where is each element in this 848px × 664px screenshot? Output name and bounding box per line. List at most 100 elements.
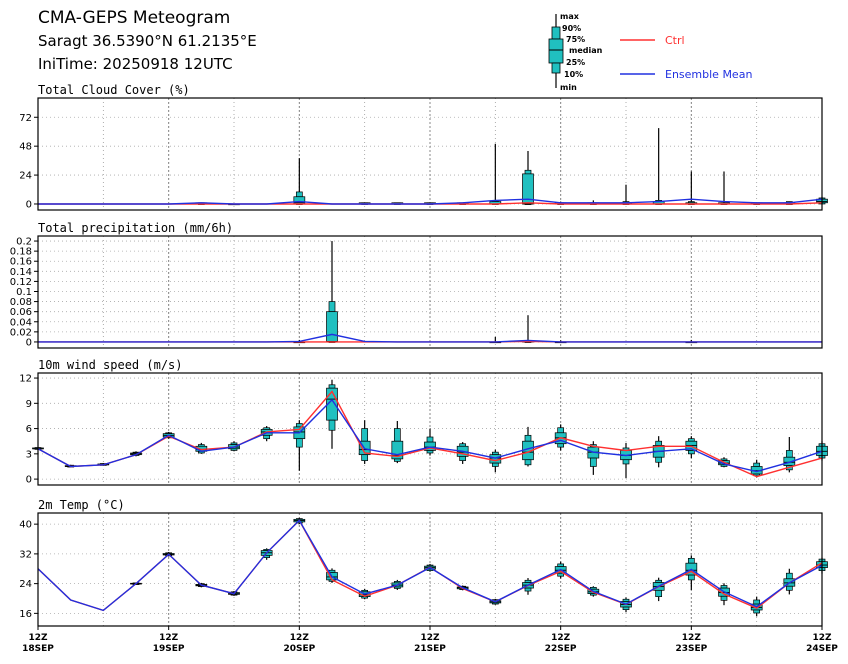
x-tick-hour: 12Z (551, 633, 571, 643)
legend-ctrl-label: Ctrl (665, 34, 685, 47)
x-tick-date: 18SEP (22, 644, 54, 654)
box-upper-tail (785, 572, 793, 580)
box-lower-tail (230, 448, 238, 451)
box-t15 (522, 315, 534, 343)
legend: max 90% 75% median 25% 10% min Ctrl Ense… (548, 12, 752, 92)
box-lower-tail (622, 606, 630, 610)
y-tick-label: 48 (19, 142, 32, 153)
box-upper-tail (328, 384, 336, 389)
box-upper-tail (524, 434, 532, 442)
box-upper-tail (393, 428, 401, 442)
x-tick-date: 24SEP (806, 644, 838, 654)
legend-label-p75: 75% (566, 35, 585, 44)
y-tick-label: 3 (26, 449, 32, 460)
y-tick-label: 0.14 (10, 267, 32, 278)
box-upper-tail (655, 440, 663, 446)
box-upper-tail (720, 585, 728, 589)
x-tick-date: 19SEP (153, 644, 185, 654)
panel-frame (37, 372, 823, 486)
box-lower-tail (753, 609, 761, 614)
panel-title: 10m wind speed (m/s) (38, 358, 183, 372)
box-t8 (293, 158, 306, 205)
panel-3: 2m Temp (°C) 16 24 32 40 (19, 498, 828, 627)
box-upper-tail (557, 563, 565, 567)
ensemble-mean-line (37, 398, 823, 473)
panel-title: Total Cloud Cover (%) (38, 83, 190, 97)
box-t14 (489, 143, 502, 205)
box-t9 (326, 379, 338, 449)
x-tick-date: 23SEP (675, 644, 707, 654)
box-lower-tail (622, 459, 630, 465)
y-tick-label: 24 (19, 171, 32, 182)
panel-title: Total precipitation (mm/6h) (38, 221, 233, 235)
box-upper-tail (753, 462, 761, 467)
box-t18 (620, 184, 632, 205)
box-t18 (620, 442, 632, 479)
legend-box-iqr (548, 38, 564, 64)
box-lower-tail (720, 595, 728, 601)
x-tick-hour: 12Z (290, 633, 310, 643)
y-tick-label: 0.12 (10, 277, 32, 288)
ensemble-mean-line (38, 198, 823, 205)
box-lower-tail (491, 462, 499, 467)
box-lower-tail (655, 589, 663, 597)
y-tick-label: 0.02 (10, 327, 32, 338)
panels: Total Cloud Cover (%) 0 24 48 72 Total precip… (10, 83, 828, 627)
box-lower-tail (491, 602, 499, 605)
box-lower-tail (687, 450, 695, 455)
box-upper-tail (687, 557, 695, 564)
legend-label-max: max (560, 12, 580, 21)
y-tick-label: 0.06 (10, 307, 32, 318)
box-lower-tail (361, 454, 369, 461)
box-t8 (293, 420, 306, 471)
box-lower-tail (785, 585, 793, 591)
panel-frame (37, 97, 823, 211)
box-upper-tail (753, 599, 761, 605)
box-lower-tail (459, 456, 467, 461)
y-tick-label: 9 (26, 399, 32, 410)
box-lower-tail (557, 443, 565, 448)
legend-mean-label: Ensemble Mean (665, 68, 752, 81)
box-upper-tail (524, 169, 532, 175)
box-iqr (326, 311, 338, 343)
y-tick-label: 0.04 (10, 317, 32, 328)
x-tick-hour: 12Z (682, 633, 702, 643)
y-tick-label: 0 (26, 337, 32, 348)
y-tick-label: 0.08 (10, 297, 32, 308)
panel-title: 2m Temp (°C) (38, 498, 125, 512)
box-upper-tail (328, 301, 336, 313)
y-tick-label: 40 (19, 520, 32, 531)
box-lower-tail (393, 458, 401, 462)
legend-label-p10: 10% (564, 70, 583, 79)
legend-label-median: median (569, 46, 603, 55)
box-lower-tail (589, 457, 597, 467)
box-lower-tail (524, 587, 532, 592)
figure-title: CMA-GEPS Meteogram (38, 8, 230, 28)
box-t12 (424, 428, 436, 456)
panel-frame (37, 235, 823, 349)
box-lower-tail (393, 586, 401, 589)
box-t19 (652, 128, 665, 205)
box-lower-tail (328, 419, 336, 431)
box-t15 (522, 426, 534, 467)
box-upper-tail (785, 450, 793, 458)
x-tick-hour: 12Z (420, 633, 440, 643)
y-tick-label: 72 (19, 113, 32, 124)
x-tick-hour: 12Z (812, 633, 832, 643)
y-tick-label: 0 (26, 475, 32, 486)
box-t15 (522, 150, 534, 205)
box-lower-tail (720, 464, 728, 467)
legend-label-p90: 90% (562, 24, 581, 33)
x-axis: 12Z18SEP12Z19SEP12Z20SEP12Z21SEP12Z22SEP… (22, 626, 838, 654)
x-tick-date: 21SEP (414, 644, 446, 654)
box-lower-tail (655, 456, 663, 463)
box-lower-tail (426, 450, 434, 454)
box-lower-tail (295, 438, 303, 448)
box-t9 (326, 241, 338, 343)
box-upper-tail (557, 427, 565, 434)
y-tick-label: 16 (19, 609, 32, 620)
box-lower-tail (557, 572, 565, 577)
y-tick-label: 0.2 (16, 237, 32, 248)
legend-box-upper-tail (551, 26, 561, 40)
